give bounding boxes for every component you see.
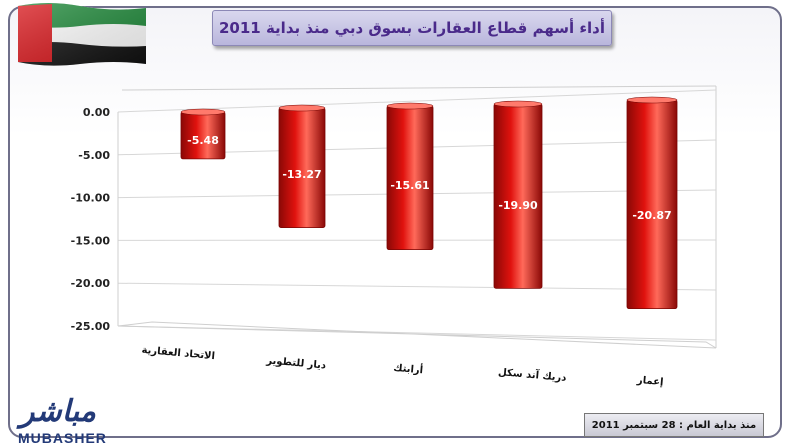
y-tick-label: -5.00 <box>78 149 110 162</box>
chart-title: أداء أسهم قطاع العقارات بسوق دبي منذ بدا… <box>212 10 612 46</box>
bar-top-cap <box>278 104 326 112</box>
y-tick-label: -25.00 <box>71 320 111 333</box>
gridline <box>117 89 717 113</box>
data-label: -13.27 <box>282 168 321 181</box>
data-label: -15.61 <box>390 179 429 192</box>
bar-top-cap <box>180 108 226 116</box>
y-tick-label: -10.00 <box>71 192 111 205</box>
data-label: -19.90 <box>498 199 538 212</box>
bar <box>493 103 543 289</box>
y-tick-label: -15.00 <box>71 234 111 247</box>
data-label: -5.48 <box>187 134 219 147</box>
data-label: -20.87 <box>632 209 671 222</box>
bar-top-cap <box>626 96 678 104</box>
logo-english-text: MUBASHER <box>18 430 107 446</box>
uae-flag <box>18 3 146 66</box>
bar-top-cap <box>493 100 543 108</box>
category-label: دريك آند سكل <box>498 365 567 384</box>
y-tick-label: -20.00 <box>71 277 111 290</box>
y-tick-label: 0.00 <box>83 106 110 119</box>
logo-arabic-text: مباشر <box>20 394 96 429</box>
date-note: منذ بداية العام : 28 سبتمبر 2011 <box>584 413 764 437</box>
category-label: إعمار <box>636 375 664 388</box>
back-wall-top-edge <box>121 85 717 91</box>
bar <box>386 105 434 251</box>
bar <box>626 99 678 310</box>
category-label: ديار للتطوير <box>265 355 327 371</box>
category-label: الاتحاد العقارية <box>141 345 215 362</box>
gridline <box>117 282 717 291</box>
category-label: أرابتك <box>393 361 424 377</box>
chart-floor <box>117 321 717 349</box>
mubasher-logo: مباشر MUBASHER <box>14 394 144 446</box>
bar-top-cap <box>386 102 434 110</box>
